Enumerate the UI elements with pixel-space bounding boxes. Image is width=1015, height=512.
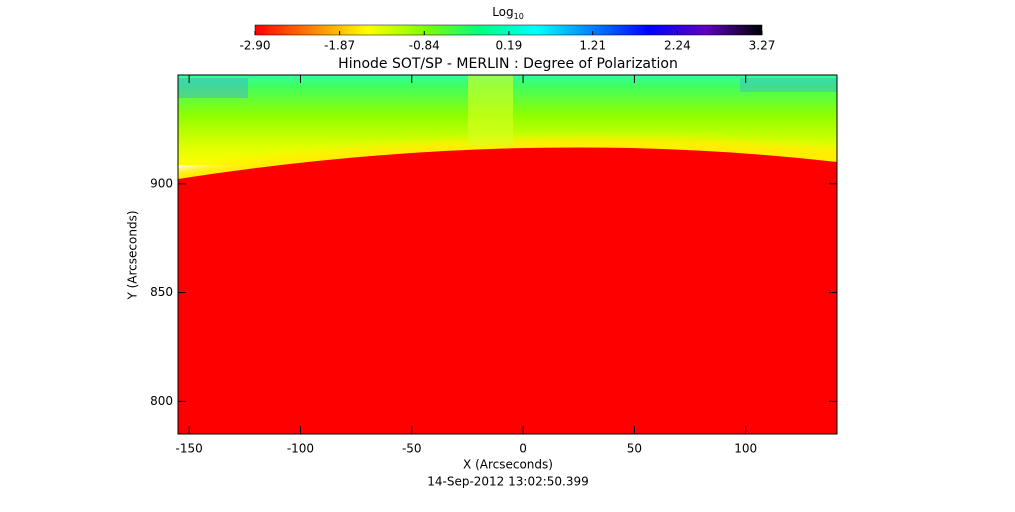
plot-frame xyxy=(177,74,838,435)
y-tick-label: 850 xyxy=(150,285,173,299)
x-tick-label: 0 xyxy=(519,442,527,456)
solar-image xyxy=(178,75,837,434)
x-tick-label: -100 xyxy=(287,442,314,456)
x-tick-label: -150 xyxy=(176,442,203,456)
y-axis-label: Y (Arcseconds) xyxy=(126,210,140,300)
colorbar-tick-label: 1.21 xyxy=(579,39,606,53)
colorbar-tick-label: -1.87 xyxy=(324,39,355,53)
colorbar-tick-label: -0.84 xyxy=(409,39,440,53)
colorbar-tick-label: 3.27 xyxy=(749,39,776,53)
chart-title: Hinode SOT/SP - MERLIN : Degree of Polar… xyxy=(338,56,678,72)
x-tick-label: 50 xyxy=(627,442,642,456)
colorbar-label: Log10 xyxy=(492,5,524,21)
x-tick-label: -50 xyxy=(402,442,422,456)
y-tick-label: 800 xyxy=(150,394,173,408)
colorbar-tick-label: 2.24 xyxy=(664,39,691,53)
x-axis-label: X (Arcseconds) xyxy=(463,458,553,472)
colorbar-tick-label: -2.90 xyxy=(239,39,270,53)
colorbar-tick-label: 0.19 xyxy=(496,39,523,53)
y-tick-label: 900 xyxy=(150,176,173,190)
x-tick-label: 100 xyxy=(734,442,757,456)
annotation: 14-Sep-2012 13:02:50.399 xyxy=(427,475,589,489)
